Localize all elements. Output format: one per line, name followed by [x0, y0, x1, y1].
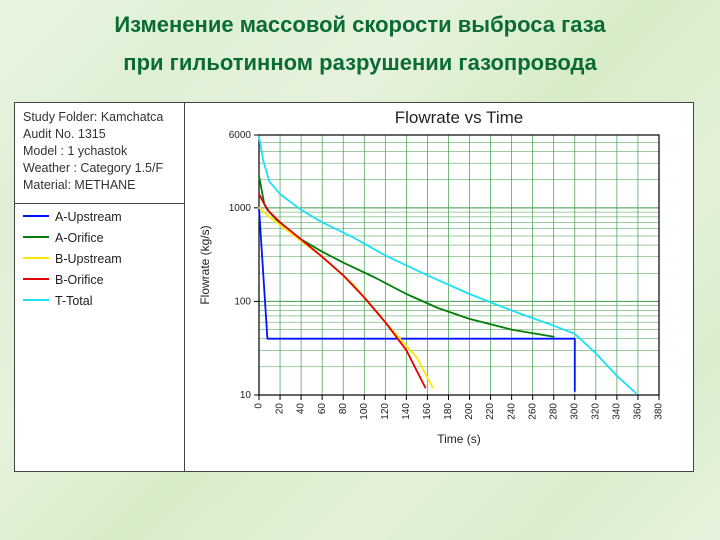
legend-item: T-Total	[23, 294, 176, 308]
legend-swatch	[23, 257, 49, 259]
svg-text:6000: 6000	[229, 130, 252, 141]
svg-text:220: 220	[485, 403, 496, 420]
svg-text:80: 80	[338, 403, 349, 415]
svg-text:380: 380	[654, 403, 665, 420]
svg-text:300: 300	[569, 403, 580, 420]
svg-text:40: 40	[296, 403, 307, 415]
chart-title: Flowrate vs Time	[395, 108, 523, 127]
legend-item: A-Upstream	[23, 210, 176, 224]
svg-text:200: 200	[464, 403, 475, 420]
svg-text:10: 10	[240, 390, 252, 401]
svg-text:160: 160	[422, 403, 433, 420]
legend-label: B-Upstream	[55, 252, 122, 266]
svg-text:360: 360	[633, 403, 644, 420]
meta-line: Material: METHANE	[23, 177, 176, 194]
legend-label: A-Upstream	[55, 210, 122, 224]
svg-text:320: 320	[590, 403, 601, 420]
chart-area: Flowrate vs Time 0 20 40 60 80 100 120 140 160 180…	[185, 103, 693, 471]
legend-swatch	[23, 278, 49, 280]
y-label: Flowrate (kg/s)	[198, 225, 212, 304]
svg-text:180: 180	[443, 403, 454, 420]
svg-text:260: 260	[527, 403, 538, 420]
meta-line: Study Folder: Kamchatca	[23, 109, 176, 126]
meta-line: Audit No. 1315	[23, 126, 176, 143]
svg-text:0: 0	[254, 403, 265, 409]
legend-swatch	[23, 215, 49, 217]
legend-item: B-Upstream	[23, 252, 176, 266]
meta-line: Model : 1 ychastok	[23, 143, 176, 160]
svg-text:240: 240	[506, 403, 517, 420]
slide-background: Изменение массовой скорости выброса газа…	[0, 0, 720, 540]
flowrate-chart: Flowrate vs Time 0 20 40 60 80 100 120 140 160 180…	[185, 103, 693, 471]
svg-text:1000: 1000	[229, 203, 252, 214]
meta-line: Weather : Category 1.5/F	[23, 160, 176, 177]
legend: A-Upstream A-Orifice B-Upstream B-Orifice T-…	[15, 204, 184, 321]
svg-text:20: 20	[275, 403, 286, 415]
legend-item: B-Orifice	[23, 273, 176, 287]
legend-label: A-Orifice	[55, 231, 104, 245]
legend-label: T-Total	[55, 294, 93, 308]
svg-text:100: 100	[234, 296, 251, 307]
svg-text:340: 340	[612, 403, 623, 420]
x-label: Time (s)	[437, 432, 481, 446]
page-title-line1: Изменение массовой скорости выброса газа	[0, 12, 720, 38]
legend-swatch	[23, 299, 49, 301]
svg-text:60: 60	[317, 403, 328, 415]
svg-text:140: 140	[401, 403, 412, 420]
page-title-line2: при гильотинном разрушении газопровода	[0, 50, 720, 76]
run-metadata: Study Folder: KamchatcaAudit No. 1315Mod…	[15, 103, 184, 203]
chart-sidebar: Study Folder: KamchatcaAudit No. 1315Mod…	[15, 103, 185, 471]
legend-swatch	[23, 236, 49, 238]
svg-text:120: 120	[380, 403, 391, 420]
svg-text:100: 100	[359, 403, 370, 420]
chart-panel: Study Folder: KamchatcaAudit No. 1315Mod…	[14, 102, 694, 472]
svg-text:280: 280	[548, 403, 559, 420]
legend-item: A-Orifice	[23, 231, 176, 245]
legend-label: B-Orifice	[55, 273, 104, 287]
